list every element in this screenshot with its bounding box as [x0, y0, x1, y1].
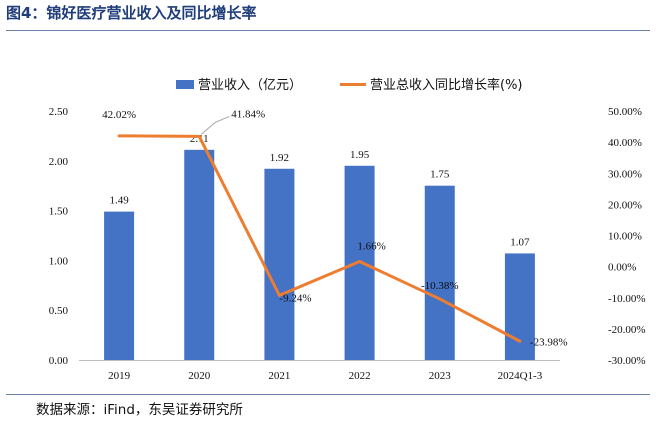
revenue-bar: [264, 168, 295, 360]
x-tick-label: 2019: [108, 370, 131, 382]
revenue-bar-label: 1.95: [350, 149, 370, 161]
growth-point: [518, 339, 522, 343]
chart-legend: 营业收入（亿元） 营业总收入同比增长率(%): [176, 77, 523, 93]
data-source: 数据来源：iFind，东吴证券研究所: [36, 402, 243, 418]
growth-label-leader: [200, 115, 230, 135]
revenue-bar: [104, 211, 135, 360]
y-right-tick-label: 30.00%: [608, 168, 642, 180]
y-right-tick-label: -20.00%: [608, 324, 646, 336]
growth-point-label: 1.66%: [357, 240, 385, 252]
figure-title: 图4：锦好医疗营业收入及同比增长率: [6, 4, 257, 22]
y-left-tick-label: 2.50: [49, 106, 69, 118]
growth-point-label: -9.24%: [279, 292, 311, 304]
revenue-bar-label: 1.92: [270, 152, 289, 164]
y-right-tick-label: 40.00%: [608, 137, 642, 149]
title-rule: [6, 30, 650, 31]
y-left-tick-label: 0.50: [49, 305, 69, 317]
growth-point: [277, 293, 281, 297]
growth-point: [117, 134, 121, 138]
revenue-bar-label: 1.49: [109, 195, 129, 207]
y-right-tick-label: 50.00%: [608, 106, 642, 118]
revenue-bar-label: 1.07: [510, 236, 530, 248]
growth-line: [117, 134, 522, 343]
y-left-tick-label: 1.50: [49, 206, 69, 218]
revenue-bar-label: 1.75: [430, 169, 450, 181]
growth-point: [438, 297, 442, 301]
y-right-tick-label: 10.00%: [608, 231, 642, 243]
x-tick-label: 2020: [188, 370, 211, 382]
revenue-growth-chart: 营业收入（亿元） 营业总收入同比增长率(%) 0.00 0.50 1.00 1.50 2.…: [49, 77, 646, 382]
y-right-tick-label: 20.00%: [608, 199, 642, 211]
x-tick-label: 2024Q1-3: [498, 370, 543, 382]
x-tick-label: 2023: [429, 370, 452, 382]
y-left-tick-label: 1.00: [49, 255, 69, 267]
growth-line-labels: 42.02% 41.84% -9.24% 1.66% -10.38% -23.98%: [102, 108, 567, 348]
growth-point-label: 41.84%: [231, 108, 265, 120]
x-tick-label: 2022: [349, 370, 371, 382]
revenue-bar: [424, 185, 455, 360]
chart-axes: 0.00 0.50 1.00 1.50 2.00 2.50 -30.00% -20.00% -1…: [49, 106, 646, 382]
growth-point: [197, 134, 201, 138]
revenue-bars: [104, 149, 535, 360]
growth-point-label: -23.98%: [530, 336, 568, 348]
legend-swatch-revenue: [176, 80, 194, 89]
growth-point-label: 42.02%: [102, 109, 136, 121]
y-left-tick-label: 2.00: [49, 156, 69, 168]
y-left-tick-label: 0.00: [49, 355, 69, 367]
y-right-tick-label: -10.00%: [608, 293, 646, 305]
growth-point-label: -10.38%: [421, 280, 459, 292]
revenue-bar-labels: 1.492.111.92 1.951.751.07: [109, 133, 530, 249]
y-right-tick-label: -30.00%: [608, 355, 646, 367]
growth-point: [358, 259, 362, 263]
revenue-bar: [184, 149, 215, 360]
y-right-tick-label: 0.00%: [608, 262, 636, 274]
x-tick-label: 2021: [268, 370, 290, 382]
legend-label-revenue: 营业收入（亿元）: [198, 78, 302, 93]
source-rule: [6, 394, 650, 395]
growth-series-line: [119, 134, 521, 343]
legend-label-growth: 营业总收入同比增长率(%): [370, 77, 523, 93]
